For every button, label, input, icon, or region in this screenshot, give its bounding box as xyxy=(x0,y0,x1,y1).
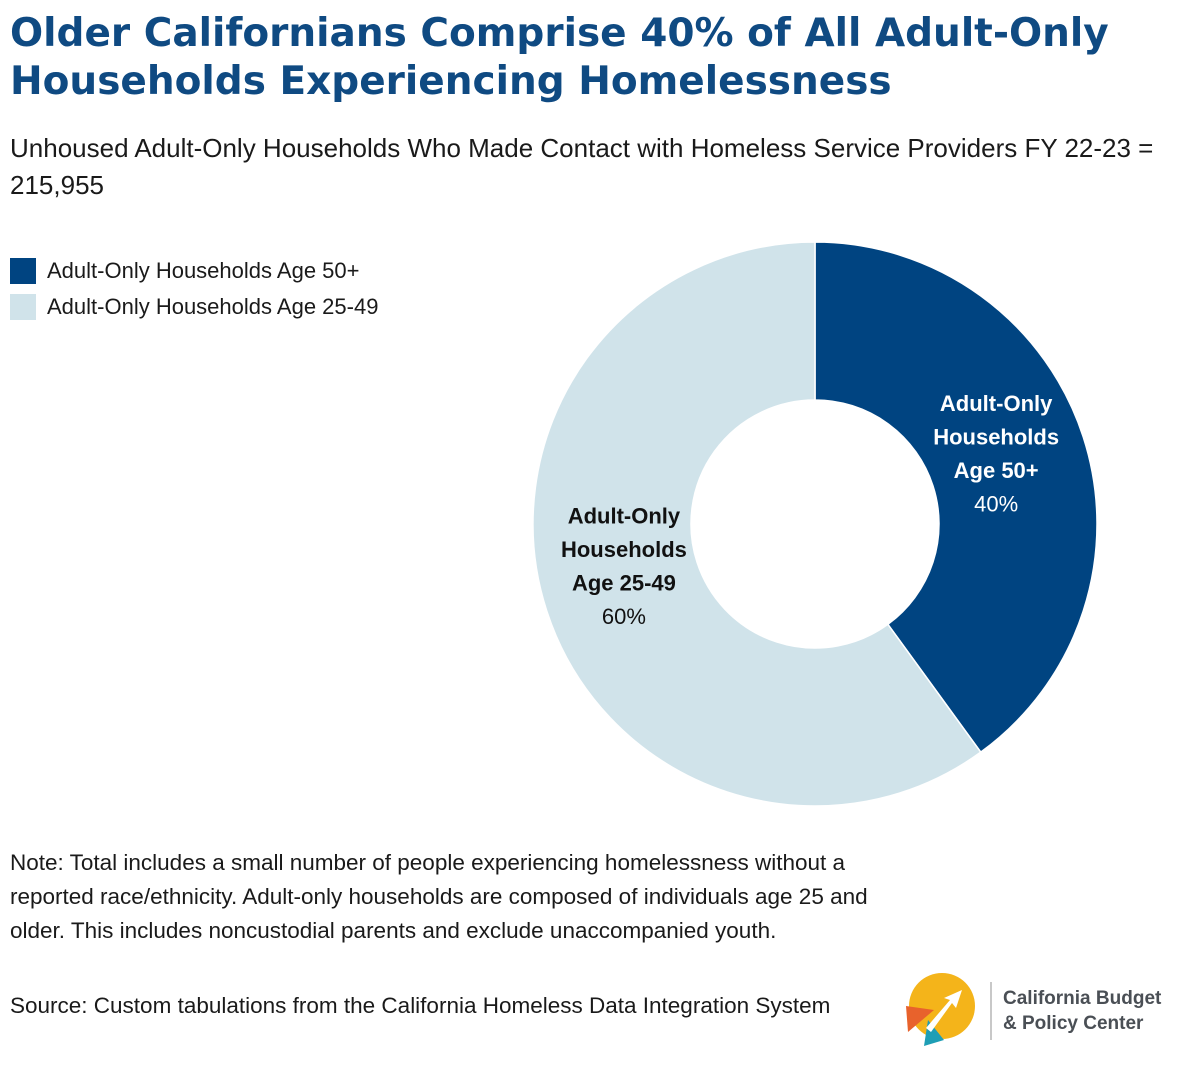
arrow-logo-icon xyxy=(906,973,975,1046)
slice-name-line-age-50-plus: Adult-Only xyxy=(940,391,1053,416)
chart-source: Source: Custom tabulations from the Cali… xyxy=(10,993,831,1018)
logo-text-line1: California Budget xyxy=(1003,988,1162,1009)
slice-value-label-age-25-49: 60% xyxy=(602,604,646,629)
logo-text: California Budget & Policy Center xyxy=(1003,986,1161,1036)
chart-title: Older Californians Comprise 40% of All A… xyxy=(10,11,1109,104)
chart-legend: Adult-Only Households Age 50+ Adult-Only… xyxy=(10,253,378,325)
legend-item-age-50-plus: Adult-Only Households Age 50+ xyxy=(10,253,378,289)
chart-note: Note: Total includes a small number of p… xyxy=(10,850,868,943)
logo-orange-wedge xyxy=(906,1006,934,1032)
legend-swatch-age-50-plus xyxy=(10,258,36,284)
logo-white-arrow xyxy=(926,990,962,1032)
donut-chart: Adult-Only Households Age 50+ 40%Adult-Only… xyxy=(532,241,1098,807)
slice-name-line-age-50-plus: Households xyxy=(933,424,1059,449)
chart-subtitle: Unhoused Adult-Only Households Who Made … xyxy=(10,133,1154,200)
slice-label-age-25-49: Adult-Only Households Age 25-49 60% xyxy=(561,503,687,629)
slice-label-age-50-plus: Adult-Only Households Age 50+ 40% xyxy=(933,391,1059,517)
donut-slice-age-50-plus xyxy=(814,241,1098,754)
donut-slice-age-25-49 xyxy=(532,241,982,807)
slice-name-line-age-25-49: Age 25-49 xyxy=(572,570,676,595)
slice-name-line-age-25-49: Households xyxy=(561,537,687,562)
logo-text-line2: & Policy Center xyxy=(1003,1013,1144,1034)
organization-logo: California Budget & Policy Center xyxy=(900,970,1190,1050)
slice-name-line-age-25-49: Adult-Only xyxy=(568,503,681,528)
logo-sun-circle xyxy=(909,973,975,1039)
logo-divider xyxy=(990,982,992,1040)
legend-label-age-25-49: Adult-Only Households Age 25-49 xyxy=(47,294,379,319)
legend-swatch-age-25-49 xyxy=(10,294,36,320)
legend-label-age-50-plus: Adult-Only Households Age 50+ xyxy=(47,258,360,283)
slice-name-line-age-50-plus: Age 50+ xyxy=(954,458,1039,483)
legend-item-age-25-49: Adult-Only Households Age 25-49 xyxy=(10,289,378,325)
slice-value-label-age-50-plus: 40% xyxy=(974,491,1018,516)
